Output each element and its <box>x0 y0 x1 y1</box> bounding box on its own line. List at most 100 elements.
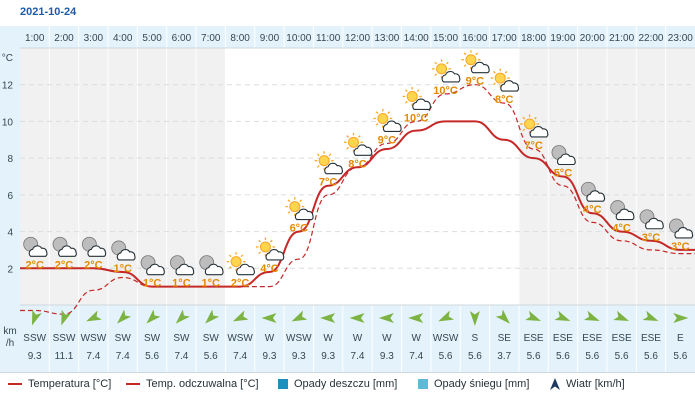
hour-label: 9:00 <box>260 33 280 44</box>
sun-cloud-icon <box>226 252 255 276</box>
legend-item-wind[interactable]: Wiatr [km/h] <box>550 378 625 391</box>
hour-label: 14:00 <box>404 33 429 44</box>
sun-ray <box>240 254 244 258</box>
moon-cloud-icon <box>199 255 224 276</box>
sun-icon <box>436 63 448 75</box>
hour-label: 1:00 <box>25 33 45 44</box>
cloud-icon <box>324 162 343 175</box>
sun-ray <box>475 52 479 56</box>
wind-arrow-icon <box>232 310 249 322</box>
wind-direction-label: W <box>323 333 333 344</box>
cloud-icon <box>204 263 224 276</box>
temperature-label: 3°C <box>642 232 661 244</box>
wind-arrow-icon <box>673 313 689 323</box>
sun-ray <box>405 89 408 92</box>
cloud-icon <box>557 153 576 166</box>
night-shading <box>108 48 138 305</box>
temperature-label: 1°C <box>202 278 221 290</box>
hour-label: 18:00 <box>521 33 546 44</box>
wind-direction-label: SSW <box>53 333 76 344</box>
temperature-label: 3°C <box>671 241 690 253</box>
wind-arrow-icon <box>291 310 308 322</box>
legend-item-rain[interactable]: Opady deszczu [mm] <box>278 378 397 390</box>
hour-label: 11:00 <box>316 33 341 44</box>
sun-cloud-icon <box>344 132 373 156</box>
y-tick-label: 4 <box>7 228 13 239</box>
wind-speed-label: 5.6 <box>468 351 482 362</box>
cloud-icon <box>382 120 402 133</box>
sun-icon <box>465 54 477 66</box>
wind-speed-label: 5.6 <box>145 351 159 362</box>
hour-label: 17:00 <box>492 33 517 44</box>
sun-icon <box>318 155 330 167</box>
cloud-icon <box>236 263 255 276</box>
wind-arrow-icon <box>320 313 336 323</box>
wind-speed-label: 7.4 <box>351 351 365 362</box>
sun-ray <box>258 251 261 255</box>
wind-speed-label: 9.3 <box>28 351 42 362</box>
wind-direction-label: SW <box>173 333 190 344</box>
wind-arrow-icon <box>205 309 220 324</box>
legend-item-snow[interactable]: Opady śniegu [mm] <box>418 378 529 390</box>
moon-cloud-icon <box>668 218 694 239</box>
wind-speed-label: 5.6 <box>527 351 541 362</box>
hour-label: 19:00 <box>550 33 575 44</box>
wind-direction-label: ESE <box>582 333 602 344</box>
wind-direction-label: SE <box>498 333 512 344</box>
temperature-label: 7°C <box>319 177 338 189</box>
legend-item-temperature[interactable]: Temperatura [°C] <box>8 378 111 390</box>
temperature-label: 4°C <box>260 263 279 275</box>
temperature-label: 4°C <box>583 204 602 216</box>
legend-item-feels-like[interactable]: Temp. odczuwalna [°C] <box>126 378 259 390</box>
sun-ray <box>228 266 232 269</box>
temperature-label: 5°C <box>554 168 573 180</box>
wind-arrow-icon <box>550 378 560 391</box>
sun-ray <box>522 116 526 120</box>
sun-ray <box>493 82 496 86</box>
header-band <box>0 0 695 26</box>
wind-arrow-icon <box>86 310 102 322</box>
sun-ray <box>316 165 320 168</box>
sun-ray <box>434 61 438 65</box>
wind-speed-label: 5.6 <box>556 351 570 362</box>
wind-arrow-icon <box>175 309 190 324</box>
left-axis-bg <box>0 26 20 372</box>
sun-ray <box>416 89 420 92</box>
sun-ray <box>534 116 537 120</box>
wind-speed-label: 5.6 <box>673 351 687 362</box>
wind-direction-label: W <box>265 333 275 344</box>
cloud-icon <box>674 226 694 239</box>
sun-cloud-icon <box>461 50 490 74</box>
hour-label: 21:00 <box>609 33 634 44</box>
hour-label: 7:00 <box>201 33 221 44</box>
sun-icon <box>406 90 418 102</box>
wind-speed-label: 7.4 <box>86 351 100 362</box>
wind-speed-label: 5.6 <box>615 351 629 362</box>
wind-direction-label: SW <box>203 333 220 344</box>
temperature-label: 1°C <box>172 278 191 290</box>
wind-direction-label: SW <box>144 333 161 344</box>
y-tick-label: 10 <box>2 117 14 128</box>
hour-label: 12:00 <box>345 33 370 44</box>
night-shading <box>665 48 695 305</box>
sun-ray <box>446 61 449 65</box>
wind-arrow-icon <box>349 313 365 323</box>
wind-arrow-icon <box>469 311 480 326</box>
wind-speed-label: 7.4 <box>174 351 188 362</box>
temperature-label: 1°C <box>143 278 162 290</box>
cloud-icon <box>353 144 373 156</box>
wind-speed-label: 3.7 <box>497 351 511 362</box>
y-unit-label: °C <box>2 53 13 64</box>
sun-ray <box>463 52 467 56</box>
rain-swatch <box>278 379 288 390</box>
sun-icon <box>348 136 359 148</box>
hour-label: 8:00 <box>230 33 250 44</box>
temperature-label: 10°C <box>404 112 429 124</box>
temperature-label: 1°C <box>113 263 132 275</box>
wind-direction-label: WSW <box>227 333 253 344</box>
temperature-label: 2°C <box>84 259 103 271</box>
wind-direction-label: E <box>677 333 684 344</box>
wind-direction-label: ESE <box>641 333 661 344</box>
temperature-label: 4°C <box>612 223 631 235</box>
